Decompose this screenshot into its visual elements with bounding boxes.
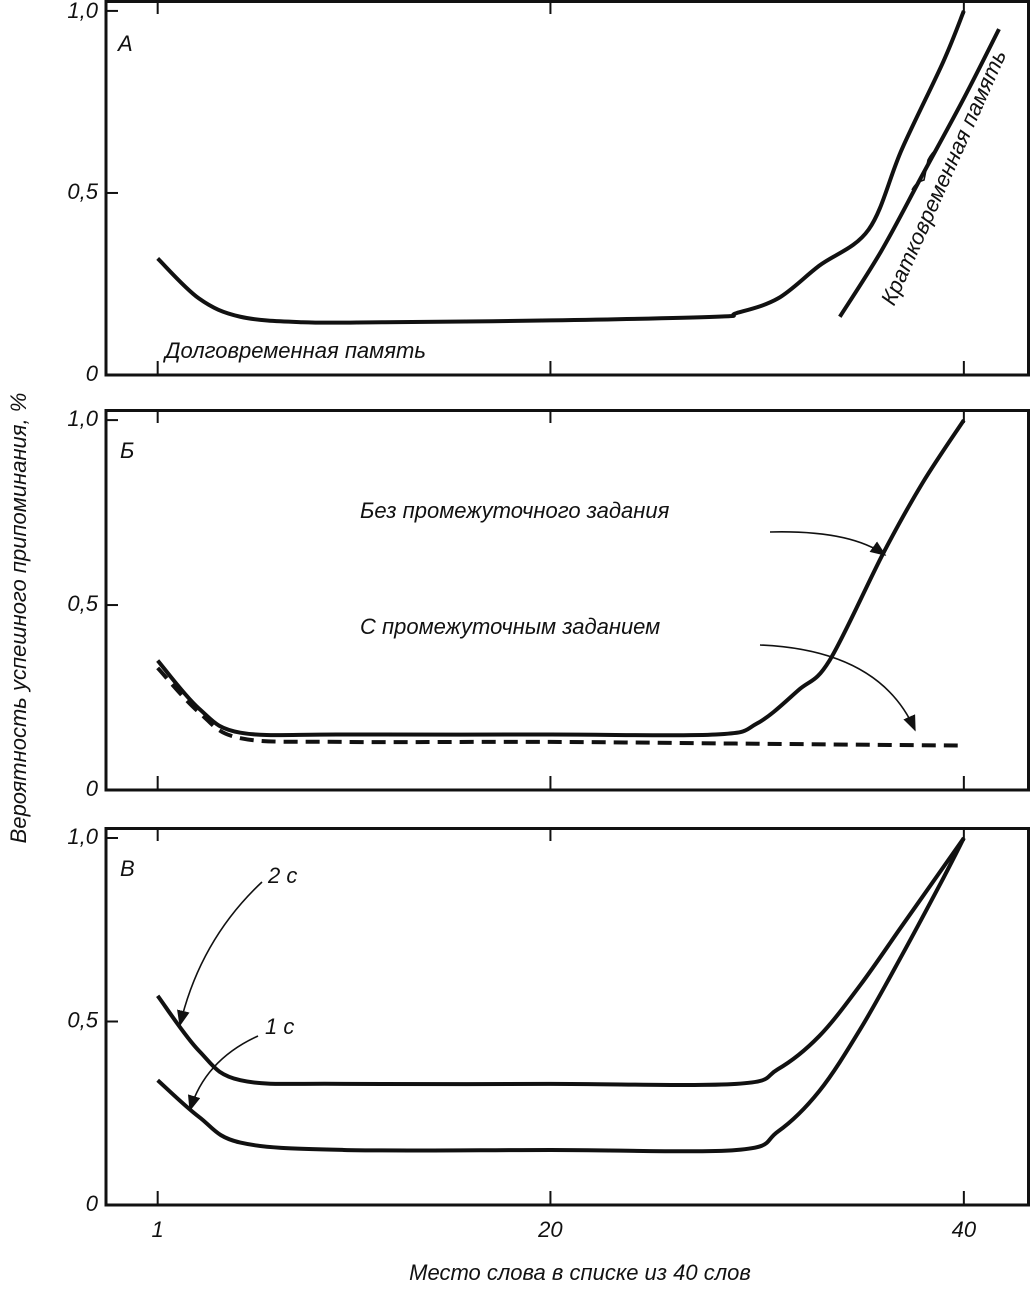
- x-tick-label: 1: [152, 1217, 164, 1242]
- series-label: 2 с: [267, 863, 297, 888]
- y-tick-label: 0: [86, 361, 99, 386]
- line-series: [156, 10, 966, 325]
- y-tick-label: 0,5: [67, 179, 98, 204]
- plot-frame: [104, 0, 1030, 377]
- panel-label: В: [120, 856, 135, 881]
- line-series: [156, 418, 966, 738]
- plot-frame: [104, 409, 1030, 792]
- x-tick-label: 20: [537, 1217, 563, 1242]
- line-series: [156, 836, 966, 1087]
- annotation: Кратковременная память: [876, 46, 1011, 309]
- plot-frame: [104, 827, 1030, 1207]
- y-tick-label: 1,0: [67, 0, 98, 23]
- panel-label: Б: [120, 438, 134, 463]
- line-series: [156, 837, 966, 1154]
- y-tick-label: 1,0: [67, 824, 98, 849]
- y-tick-label: 0: [86, 776, 99, 801]
- arrow: [759, 644, 916, 732]
- line-series: [156, 666, 964, 748]
- y-tick-label: 1,0: [67, 406, 98, 431]
- y-tick-label: 0,5: [67, 1007, 98, 1032]
- y-axis-title: Вероятность успешного припоминания, %: [6, 393, 31, 844]
- x-axis-title: Место слова в списке из 40 слов: [409, 1260, 751, 1285]
- arrow: [769, 531, 887, 556]
- series-label: Без промежуточного задания: [360, 498, 670, 523]
- annotation: Долговременная память: [162, 338, 426, 363]
- line-series: [838, 28, 1001, 318]
- series-label: С промежуточным заданием: [360, 614, 660, 639]
- panel-label: А: [116, 31, 133, 56]
- x-tick-label: 40: [952, 1217, 977, 1242]
- y-tick-label: 0,5: [67, 591, 98, 616]
- arrow: [177, 881, 263, 1027]
- series-label: 1 с: [265, 1014, 294, 1039]
- y-tick-label: 0: [86, 1191, 99, 1216]
